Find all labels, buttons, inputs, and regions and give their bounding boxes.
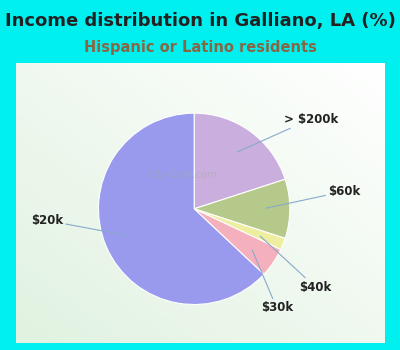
Text: $40k: $40k <box>260 236 332 294</box>
Text: City-Data.com: City-Data.com <box>148 170 217 180</box>
Wedge shape <box>194 209 285 250</box>
Wedge shape <box>194 209 281 274</box>
Wedge shape <box>98 113 264 304</box>
Text: > $200k: > $200k <box>237 112 338 152</box>
Text: Hispanic or Latino residents: Hispanic or Latino residents <box>84 40 316 55</box>
Text: Income distribution in Galliano, LA (%): Income distribution in Galliano, LA (%) <box>4 12 396 30</box>
Text: $30k: $30k <box>252 250 293 315</box>
Text: $20k: $20k <box>31 214 128 236</box>
Wedge shape <box>194 179 290 238</box>
Text: $60k: $60k <box>266 185 360 208</box>
Wedge shape <box>194 113 285 209</box>
